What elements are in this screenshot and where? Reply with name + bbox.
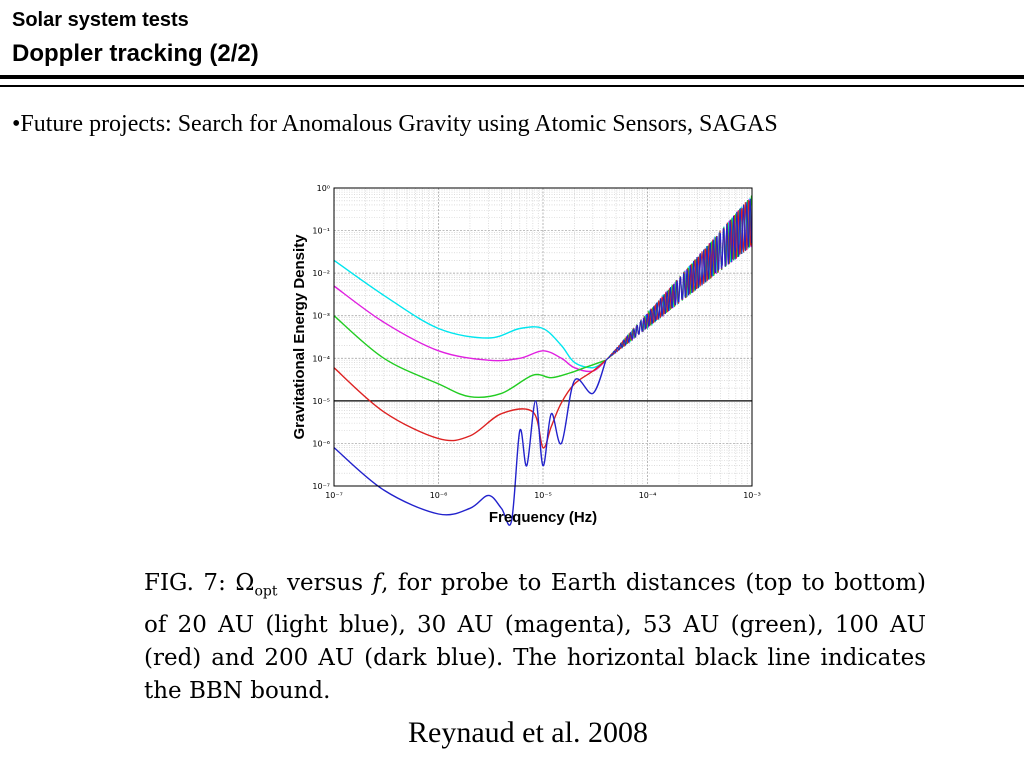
title-divider-thick [0, 75, 1024, 79]
caption-middle: versus [277, 570, 373, 596]
plot-frame [333, 187, 753, 487]
series-line-4 [333, 359, 607, 526]
energy-density-chart: 10⁻⁷ 10⁻⁶ 10⁻⁵ 10⁻⁴ 10⁻³ 10⁰ 10⁻¹ 10⁻² 10⁻³ 10⁻⁴ 1… [291, 184, 761, 526]
x-axis-label: Frequency (Hz) [489, 509, 597, 526]
title-divider-thin [0, 85, 1024, 87]
y-tick-label: 10⁻⁴ [312, 354, 330, 363]
y-tick-label: 10⁰ [317, 184, 330, 193]
citation: Reynaud et al. 2008 [408, 716, 648, 749]
series-line-1 [333, 285, 607, 373]
y-tick-label: 10⁻² [312, 269, 330, 278]
y-tick-label: 10⁻⁶ [312, 439, 330, 448]
caption-body: , for probe to Earth distances (top to b… [144, 570, 926, 704]
caption-omega: Ωopt [235, 570, 278, 600]
x-tick-label: 10⁻⁷ [325, 491, 343, 500]
y-axis-label: Gravitational Energy Density [291, 234, 308, 440]
figure-caption: FIG. 7: Ωopt versus f, for probe to Eart… [144, 567, 926, 708]
band-line [605, 198, 753, 361]
section-title: Solar system tests [12, 9, 189, 31]
y-tick-label: 10⁻⁵ [312, 397, 330, 406]
y-tick-label: 10⁻⁷ [312, 482, 330, 491]
x-tick-label: 10⁻⁵ [534, 491, 552, 500]
x-tick-label: 10⁻⁴ [639, 491, 657, 500]
y-tick-label: 10⁻³ [312, 312, 330, 321]
caption-f: f [372, 570, 382, 596]
x-tick-label: 10⁻³ [743, 491, 761, 500]
y-tick-label: 10⁻¹ [312, 227, 330, 236]
x-tick-label: 10⁻⁶ [430, 491, 448, 500]
caption-lead: FIG. 7: [144, 570, 236, 596]
slide-title: Doppler tracking (2/2) [12, 40, 259, 67]
series-line-2 [333, 315, 607, 399]
bullet-text: •Future projects: Search for Anomalous G… [12, 111, 778, 137]
series-line-0 [333, 259, 607, 369]
